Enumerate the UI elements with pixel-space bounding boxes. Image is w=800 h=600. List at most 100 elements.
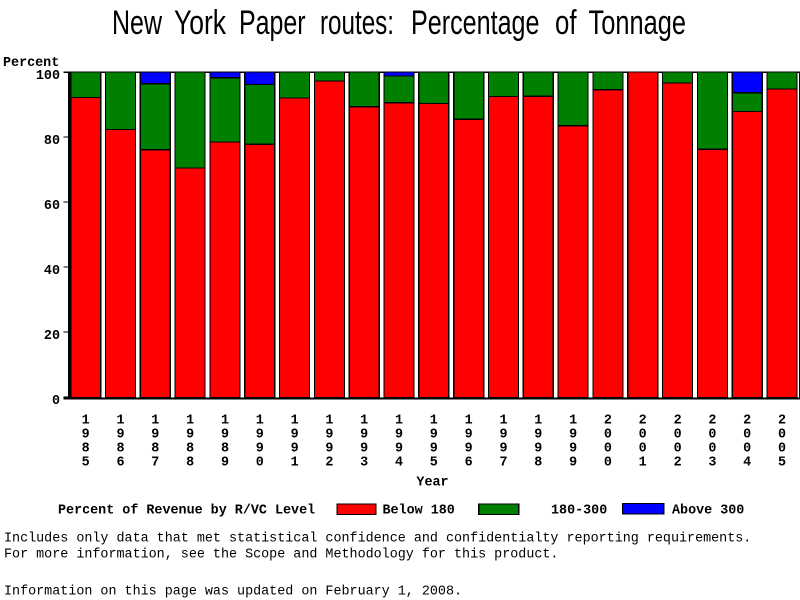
svg-text:1: 1 [151, 414, 159, 429]
svg-text:1: 1 [256, 414, 264, 429]
svg-text:Percent of Revenue by R/VC Lev: Percent of Revenue by R/VC Level [58, 504, 315, 519]
svg-text:of: of [555, 4, 577, 42]
svg-text:8: 8 [116, 442, 124, 457]
svg-text:0: 0 [639, 442, 647, 457]
svg-text:1: 1 [534, 414, 542, 429]
svg-text:Includes only data that met st: Includes only data that met statistical … [4, 532, 751, 547]
svg-text:2: 2 [708, 414, 716, 429]
svg-text:1: 1 [116, 414, 124, 429]
svg-text:9: 9 [360, 442, 368, 457]
svg-text:9: 9 [221, 455, 229, 470]
svg-text:1: 1 [82, 414, 90, 429]
svg-text:0: 0 [778, 442, 786, 457]
svg-text:Below 180: Below 180 [383, 504, 455, 519]
svg-text:9: 9 [569, 442, 577, 457]
svg-text:9: 9 [116, 428, 124, 443]
svg-text:1: 1 [325, 414, 333, 429]
svg-text:1: 1 [186, 414, 194, 429]
svg-text:2: 2 [325, 455, 333, 470]
svg-text:8: 8 [186, 442, 194, 457]
svg-text:2: 2 [674, 414, 682, 429]
svg-text:4: 4 [743, 455, 751, 470]
svg-text:2: 2 [778, 414, 786, 429]
svg-text:7: 7 [499, 455, 507, 470]
svg-text:9: 9 [465, 428, 473, 443]
svg-text:9: 9 [395, 428, 403, 443]
svg-text:1: 1 [360, 414, 368, 429]
svg-text:1: 1 [569, 414, 577, 429]
svg-text:Information on this page was u: Information on this page was updated on … [4, 585, 462, 600]
svg-text:1: 1 [465, 414, 473, 429]
svg-text:3: 3 [708, 455, 716, 470]
svg-text:1: 1 [221, 414, 229, 429]
svg-text:9: 9 [325, 442, 333, 457]
svg-text:Year: Year [416, 476, 448, 491]
svg-text:New: New [112, 4, 162, 42]
svg-text:1: 1 [395, 414, 403, 429]
svg-text:100: 100 [36, 69, 60, 84]
svg-text:9: 9 [325, 428, 333, 443]
svg-text:6: 6 [465, 455, 473, 470]
svg-text:8: 8 [534, 455, 542, 470]
svg-text:1: 1 [291, 455, 299, 470]
svg-text:1: 1 [639, 455, 647, 470]
svg-text:1: 1 [499, 414, 507, 429]
svg-text:9: 9 [291, 442, 299, 457]
svg-text:For more information, see the: For more information, see the Scope and … [4, 548, 558, 563]
svg-text:9: 9 [221, 428, 229, 443]
svg-text:2: 2 [674, 455, 682, 470]
svg-text:York: York [174, 4, 227, 42]
svg-text:1: 1 [291, 414, 299, 429]
svg-text:7: 7 [151, 455, 159, 470]
svg-text:9: 9 [430, 442, 438, 457]
svg-text:8: 8 [82, 442, 90, 457]
svg-text:9: 9 [256, 442, 264, 457]
svg-text:6: 6 [116, 455, 124, 470]
svg-text:0: 0 [674, 428, 682, 443]
svg-text:9: 9 [186, 428, 194, 443]
svg-text:routes:: routes: [320, 4, 394, 42]
svg-text:4: 4 [395, 455, 403, 470]
svg-text:0: 0 [604, 455, 612, 470]
svg-text:Paper: Paper [239, 4, 306, 42]
svg-text:80: 80 [44, 134, 60, 149]
svg-text:0: 0 [778, 428, 786, 443]
svg-text:0: 0 [743, 442, 751, 457]
svg-text:Percent: Percent [3, 56, 59, 71]
svg-text:3: 3 [360, 455, 368, 470]
svg-text:60: 60 [44, 199, 60, 214]
svg-text:5: 5 [82, 455, 90, 470]
svg-text:9: 9 [256, 428, 264, 443]
svg-text:0: 0 [708, 442, 716, 457]
svg-text:9: 9 [499, 428, 507, 443]
svg-text:0: 0 [604, 442, 612, 457]
svg-text:9: 9 [534, 428, 542, 443]
svg-text:0: 0 [674, 442, 682, 457]
svg-text:9: 9 [395, 442, 403, 457]
svg-text:9: 9 [430, 428, 438, 443]
svg-text:40: 40 [44, 264, 60, 279]
svg-text:Percentage: Percentage [411, 4, 540, 42]
svg-text:Above 300: Above 300 [672, 504, 744, 519]
svg-text:8: 8 [186, 455, 194, 470]
svg-text:2: 2 [639, 414, 647, 429]
svg-text:20: 20 [44, 329, 60, 344]
svg-text:9: 9 [499, 442, 507, 457]
svg-text:8: 8 [221, 442, 229, 457]
svg-text:0: 0 [52, 394, 60, 409]
svg-text:9: 9 [569, 455, 577, 470]
svg-text:9: 9 [569, 428, 577, 443]
svg-text:9: 9 [151, 428, 159, 443]
svg-text:0: 0 [708, 428, 716, 443]
svg-text:2: 2 [743, 414, 751, 429]
svg-text:0: 0 [743, 428, 751, 443]
svg-text:9: 9 [465, 442, 473, 457]
svg-text:9: 9 [534, 442, 542, 457]
svg-text:2: 2 [604, 414, 612, 429]
svg-text:9: 9 [360, 428, 368, 443]
svg-text:5: 5 [778, 455, 786, 470]
svg-text:9: 9 [82, 428, 90, 443]
svg-text:0: 0 [256, 455, 264, 470]
svg-text:5: 5 [430, 455, 438, 470]
svg-text:1: 1 [430, 414, 438, 429]
